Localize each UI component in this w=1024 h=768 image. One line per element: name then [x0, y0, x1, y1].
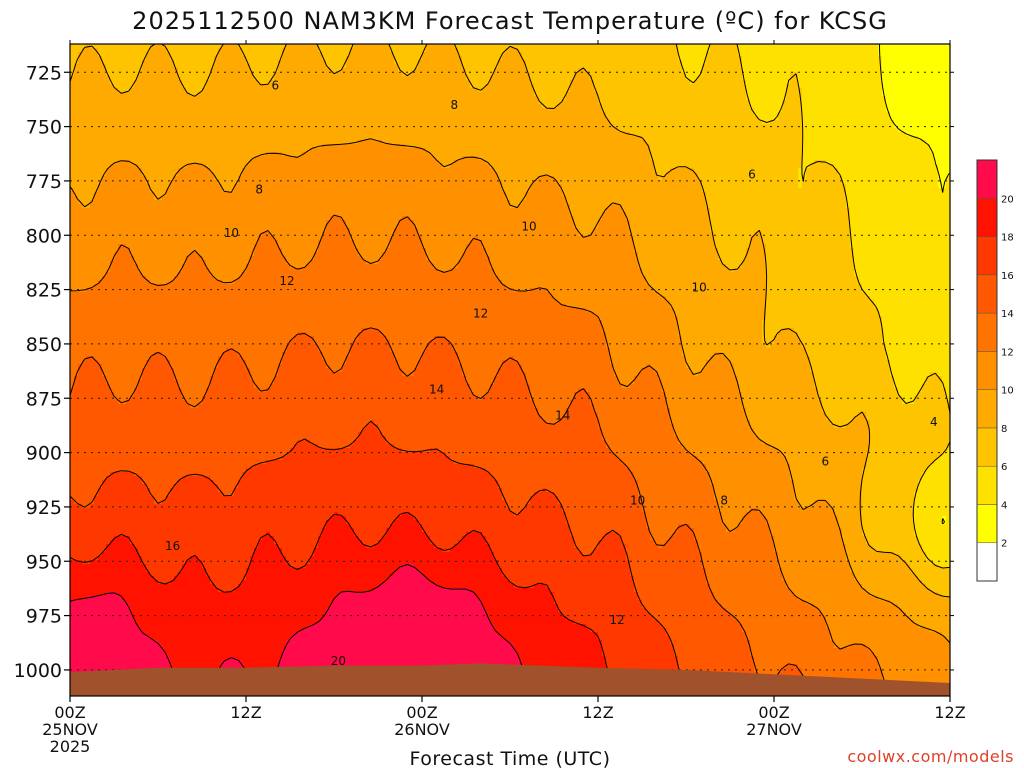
- contour-label: 20: [331, 654, 346, 668]
- colorbar-tick-label: 18: [1001, 233, 1014, 244]
- colorbar: 2 4 6 8 10 12 14 16 18 20: [976, 159, 1014, 582]
- colorbar-band: [976, 351, 998, 390]
- colorbar-band: [976, 542, 998, 582]
- temperature-fill: [70, 44, 950, 696]
- colorbar-band: [976, 159, 998, 199]
- contour-16: [70, 420, 732, 696]
- plot-area: [70, 44, 950, 696]
- contour-label: 8: [450, 98, 458, 112]
- contour-label: 12: [279, 274, 294, 288]
- contour-label: 10: [692, 280, 707, 294]
- x-tick-label: 25NOV: [42, 720, 98, 739]
- y-tick-label: 725: [26, 62, 62, 84]
- contour-label: 14: [555, 409, 570, 423]
- contour-label: 12: [609, 613, 624, 627]
- contour-label: 14: [429, 383, 444, 397]
- y-tick-label: 900: [26, 443, 62, 465]
- colorbar-tick-label: 6: [1001, 462, 1007, 473]
- contour-label: 6: [822, 454, 830, 468]
- contour-label: 10: [224, 226, 239, 240]
- plot-frame: [69, 43, 951, 697]
- contour-label: 8: [720, 493, 728, 507]
- colorbar-band: [976, 312, 998, 352]
- x-tick-label: 00Z: [406, 703, 437, 722]
- colorbar-band: [976, 504, 998, 543]
- contour-label: 16: [165, 539, 180, 553]
- y-tick-label: 775: [26, 171, 62, 193]
- y-tick-label: 1000: [14, 660, 62, 682]
- contour-4: [879, 44, 950, 525]
- x-tick-label: 26NOV: [394, 720, 450, 739]
- x-tick-label: 12Z: [582, 703, 613, 722]
- colorbar-tick-label: 12: [1001, 347, 1014, 358]
- colorbar-band: [976, 465, 998, 505]
- y-tick-label: 825: [26, 280, 62, 302]
- contour-label: 10: [521, 220, 536, 234]
- colorbar-band: [976, 236, 998, 276]
- x-axis-label: Forecast Time (UTC): [410, 748, 611, 768]
- contour-label: 6: [748, 167, 756, 181]
- contour-10: [70, 138, 950, 644]
- contour-label: 8: [255, 183, 263, 197]
- colorbar-band: [976, 427, 998, 467]
- contour-label: 4: [930, 415, 938, 429]
- contour-label: 12: [473, 306, 488, 320]
- credit-text: coolwx.com/models: [847, 747, 1014, 766]
- colorbar-tick-label: 10: [1001, 386, 1014, 397]
- x-tick-label: 00Z: [54, 703, 85, 722]
- x-tick-label: 2025: [50, 737, 91, 756]
- y-tick-label: 925: [26, 497, 62, 519]
- contour-14: [70, 327, 810, 696]
- y-tick-label: 750: [26, 117, 62, 139]
- contour-label: 6: [272, 78, 280, 92]
- contour-6: [675, 44, 950, 569]
- colorbar-tick-label: 16: [1001, 271, 1014, 282]
- x-tick-label: 12Z: [230, 703, 261, 722]
- y-tick-label: 800: [26, 225, 62, 247]
- surface-ground: [70, 663, 950, 696]
- x-tick-label: 12Z: [934, 703, 965, 722]
- colorbar-band: [976, 389, 998, 429]
- x-tick-label: 27NOV: [746, 720, 802, 739]
- colorbar-band: [976, 274, 998, 314]
- contour-lines: [70, 44, 950, 696]
- contour-18: [70, 511, 654, 696]
- colorbar-tick-label: 14: [1001, 309, 1014, 320]
- contour-8: [70, 44, 950, 598]
- x-tick-label: 00Z: [758, 703, 789, 722]
- contour-labels: 6 8 8 6 10 10 12 10 12 14 14 6 4 10 8 16 12 20: [165, 78, 938, 668]
- colorbar-frame: [976, 159, 998, 582]
- y-axis: 725 750 775 800 825 850 875 900 925 950 975 1000: [14, 62, 954, 682]
- colorbar-tick-label: 20: [1001, 194, 1014, 205]
- chart-title: 2025112500 NAM3KM Forecast Temperature (…: [132, 7, 888, 35]
- contour-label: 10: [630, 493, 645, 507]
- y-tick-label: 850: [26, 334, 62, 356]
- y-tick-label: 950: [26, 551, 62, 573]
- y-tick-label: 975: [26, 606, 62, 628]
- colorbar-band: [976, 198, 998, 237]
- colorbar-tick-label: 8: [1001, 424, 1007, 435]
- y-tick-label: 875: [26, 388, 62, 410]
- contour-12: [70, 214, 889, 696]
- colorbar-tick-label: 2: [1001, 539, 1007, 550]
- colorbar-tick-label: 4: [1001, 500, 1007, 511]
